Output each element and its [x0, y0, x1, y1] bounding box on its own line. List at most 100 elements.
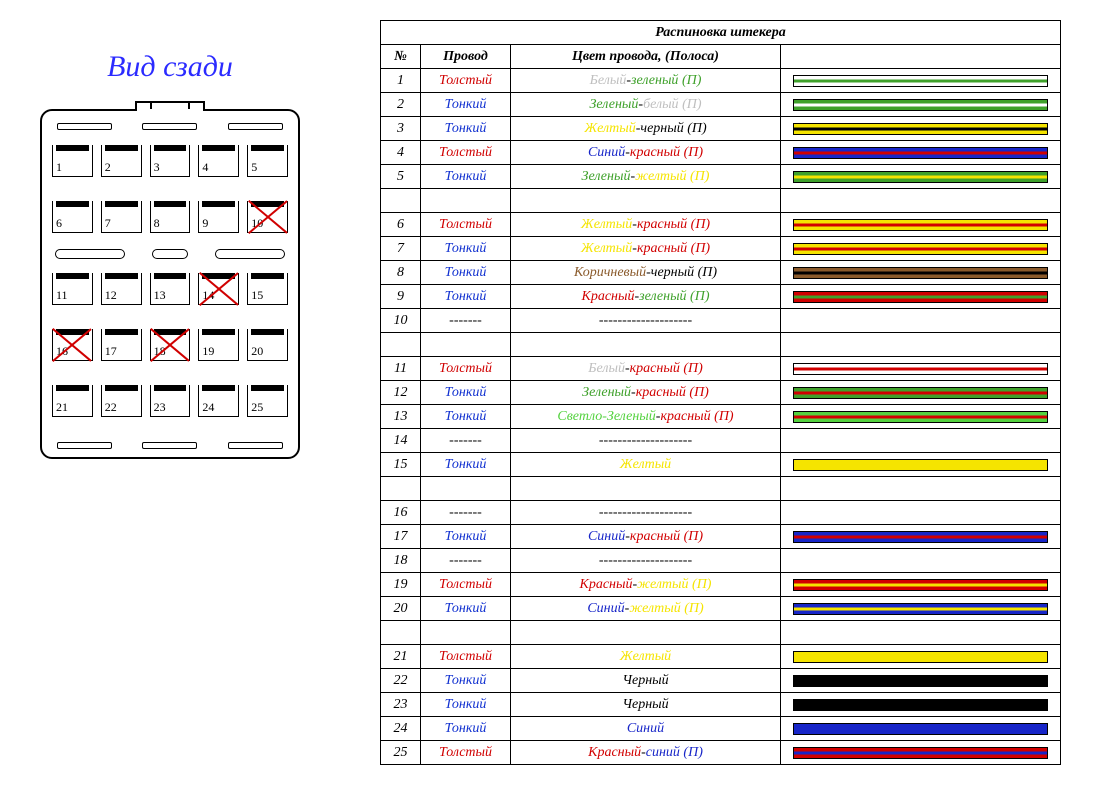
spacer-cell	[781, 477, 1061, 501]
cell-num: 23	[381, 693, 421, 717]
table-row: 23ТонкийЧерный	[381, 693, 1061, 717]
swatch-stripe	[794, 79, 1047, 82]
cell-color: Синий-красный (П)	[511, 525, 781, 549]
spacer-cell	[421, 621, 511, 645]
color-swatch	[793, 219, 1048, 231]
cell-num: 18	[381, 549, 421, 573]
cell-num: 20	[381, 597, 421, 621]
pin-12: 12	[101, 273, 142, 305]
cell-num: 24	[381, 717, 421, 741]
cell-num: 25	[381, 741, 421, 765]
cell-num: 14	[381, 429, 421, 453]
cell-wire: Тонкий	[421, 669, 511, 693]
table-row: 1ТолстыйБелый-зеленый (П)	[381, 69, 1061, 93]
cell-num: 13	[381, 405, 421, 429]
cell-num: 22	[381, 669, 421, 693]
cell-num: 10	[381, 309, 421, 333]
spacer-cell	[511, 621, 781, 645]
color-swatch	[793, 267, 1048, 279]
spacer-cell	[781, 189, 1061, 213]
spacer-cell	[381, 189, 421, 213]
swatch-stripe	[794, 295, 1047, 298]
cell-color: --------------------	[511, 501, 781, 525]
cell-swatch	[781, 549, 1061, 573]
connector-panel: Вид сзади 12345 678910 1112131415 161718…	[20, 20, 320, 459]
cell-num: 19	[381, 573, 421, 597]
table-row	[381, 333, 1061, 357]
cell-swatch	[781, 117, 1061, 141]
color-swatch	[793, 531, 1048, 543]
table-row: 22ТонкийЧерный	[381, 669, 1061, 693]
color-swatch	[793, 723, 1048, 735]
cell-color: Зеленый-белый (П)	[511, 93, 781, 117]
cell-wire: Тонкий	[421, 405, 511, 429]
cell-wire: Тонкий	[421, 117, 511, 141]
cell-num: 16	[381, 501, 421, 525]
cell-swatch	[781, 357, 1061, 381]
pin-row: 12345	[52, 145, 288, 177]
pin-10: 10	[247, 201, 288, 233]
pin-row: 1112131415	[52, 273, 288, 305]
cell-wire: Тонкий	[421, 165, 511, 189]
color-swatch	[793, 171, 1048, 183]
color-swatch	[793, 291, 1048, 303]
color-swatch	[793, 243, 1048, 255]
cell-swatch	[781, 285, 1061, 309]
slot	[57, 123, 112, 130]
cross-icon	[53, 329, 92, 360]
pin-17: 17	[101, 329, 142, 361]
spacer-cell	[421, 477, 511, 501]
table-body: 1ТолстыйБелый-зеленый (П)2ТонкийЗеленый-…	[381, 69, 1061, 765]
cell-color: Белый-красный (П)	[511, 357, 781, 381]
swatch-stripe	[794, 175, 1047, 178]
cell-wire: Тонкий	[421, 285, 511, 309]
cell-color: Желтый-красный (П)	[511, 237, 781, 261]
pinout-table-panel: Распиновка штекера № Провод Цвет провода…	[380, 20, 1075, 765]
swatch-stripe	[794, 247, 1047, 250]
table-row: 15ТонкийЖелтый	[381, 453, 1061, 477]
slot	[142, 123, 197, 130]
cell-swatch	[781, 213, 1061, 237]
cell-swatch	[781, 693, 1061, 717]
swatch-stripe	[794, 127, 1047, 130]
spacer-cell	[511, 477, 781, 501]
cell-num: 1	[381, 69, 421, 93]
swatch-stripe	[794, 607, 1047, 610]
cell-wire: Тонкий	[421, 381, 511, 405]
pin-11: 11	[52, 273, 93, 305]
cell-num: 2	[381, 93, 421, 117]
cell-wire: Тонкий	[421, 93, 511, 117]
cell-swatch	[781, 93, 1061, 117]
pin-9: 9	[198, 201, 239, 233]
cell-num: 3	[381, 117, 421, 141]
cell-swatch	[781, 597, 1061, 621]
table-row: 17ТонкийСиний-красный (П)	[381, 525, 1061, 549]
color-swatch	[793, 99, 1048, 111]
pin-20: 20	[247, 329, 288, 361]
cell-color: Светло-Зеленый-красный (П)	[511, 405, 781, 429]
swatch-stripe	[794, 367, 1047, 370]
cell-wire: Тонкий	[421, 717, 511, 741]
table-row: 6ТолстыйЖелтый-красный (П)	[381, 213, 1061, 237]
cell-color: Красный-зеленый (П)	[511, 285, 781, 309]
color-swatch	[793, 675, 1048, 687]
spacer-cell	[781, 621, 1061, 645]
table-row	[381, 477, 1061, 501]
swatch-stripe	[794, 583, 1047, 586]
cell-wire: Тонкий	[421, 525, 511, 549]
cell-swatch	[781, 525, 1061, 549]
cell-num: 6	[381, 213, 421, 237]
slot	[152, 249, 188, 259]
cell-wire: Толстый	[421, 357, 511, 381]
cross-icon	[199, 273, 238, 304]
header-swatch	[781, 45, 1061, 69]
cell-wire: Тонкий	[421, 261, 511, 285]
color-swatch	[793, 459, 1048, 471]
table-row: 21ТолстыйЖелтый	[381, 645, 1061, 669]
cell-num: 12	[381, 381, 421, 405]
spacer-cell	[421, 333, 511, 357]
color-swatch	[793, 75, 1048, 87]
pin-2: 2	[101, 145, 142, 177]
cell-wire: Толстый	[421, 213, 511, 237]
connector-title: Вид сзади	[20, 50, 320, 84]
